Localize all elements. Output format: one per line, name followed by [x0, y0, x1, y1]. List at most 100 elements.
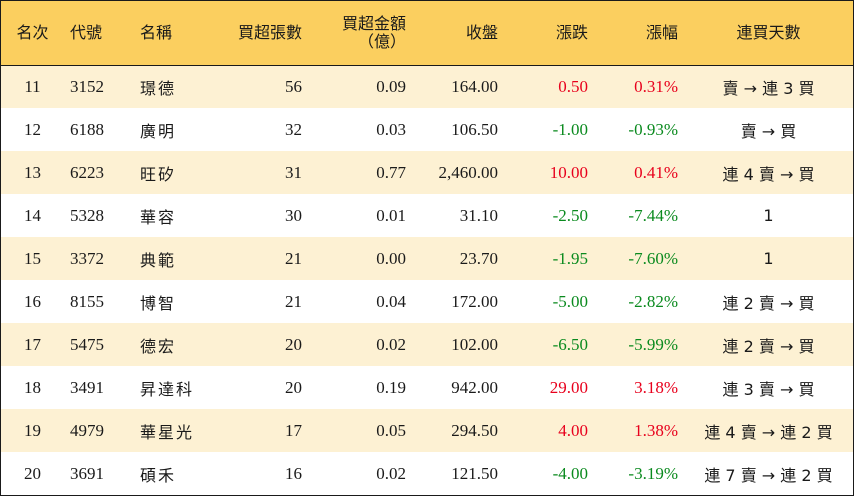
rank-cell: 12	[24, 119, 41, 139]
code-cell: 6223	[70, 162, 104, 182]
net-amount-cell: 0.02	[376, 334, 406, 354]
streak-cell: 連 7 賣 → 連 2 買	[704, 465, 833, 485]
close-cell: 106.50	[451, 119, 498, 139]
pct-cell: -5.99%	[628, 334, 678, 354]
net-lots-cell: 21	[285, 291, 302, 311]
change-cell: 10.00	[549, 162, 588, 182]
streak-cell: 連 2 賣 → 買	[722, 336, 815, 356]
net-amount-cell: 0.09	[376, 76, 406, 96]
net-lots-cell: 20	[285, 334, 302, 354]
net-lots-cell: 56	[285, 76, 302, 96]
net-amount-cell: 0.00	[376, 248, 406, 268]
table-body: 11 3152 璟德 56 0.09 164.00 0.50 0.31% 賣 → 連 3 買 12…	[1, 65, 853, 495]
name-cell: 昇達科	[140, 379, 195, 399]
code-cell: 6188	[70, 119, 104, 139]
net-lots-cell: 32	[285, 119, 302, 139]
change-cell: -2.50	[552, 205, 588, 225]
table-row: 14 5328 華容 30 0.01 31.10 -2.50 -7.44% 1	[1, 194, 853, 237]
net-lots-cell: 30	[285, 205, 302, 225]
streak-cell: 連 4 賣 → 連 2 買	[704, 422, 833, 442]
table-header: 名次 代號 名稱 買超張數 買超金額 （億） 收盤 漲跌 漲幅 連買天數	[1, 1, 853, 66]
name-cell: 旺矽	[140, 164, 177, 184]
code-cell: 5475	[70, 334, 104, 354]
net-lots-cell: 31	[285, 162, 302, 182]
table-row: 20 3691 碩禾 16 0.02 121.50 -4.00 -3.19% 連 7 賣 → 連…	[1, 452, 853, 495]
rank-cell: 17	[24, 334, 41, 354]
net-amount-cell: 0.04	[376, 291, 406, 311]
name-cell: 華星光	[140, 422, 195, 442]
net-amount-cell: 0.05	[376, 420, 406, 440]
code-cell: 4979	[70, 420, 104, 440]
rank-cell: 11	[24, 76, 41, 96]
table-row: 19 4979 華星光 17 0.05 294.50 4.00 1.38% 連 4 賣 → 連 …	[1, 409, 853, 452]
code-cell: 3491	[70, 377, 104, 397]
rank-cell: 19	[24, 420, 41, 440]
table-row: 11 3152 璟德 56 0.09 164.00 0.50 0.31% 賣 → 連 3 買	[1, 65, 853, 108]
pct-cell: 0.41%	[634, 162, 678, 182]
table-row: 16 8155 博智 21 0.04 172.00 -5.00 -2.82% 連 2 賣 → 買	[1, 280, 853, 323]
pct-cell: -3.19%	[628, 463, 678, 483]
header-net-amount: 買超金額 （億）	[308, 1, 412, 66]
close-cell: 172.00	[451, 291, 498, 311]
net-lots-cell: 17	[285, 420, 302, 440]
table-row: 12 6188 廣明 32 0.03 106.50 -1.00 -0.93% 賣 → 買	[1, 108, 853, 151]
table-row: 15 3372 典範 21 0.00 23.70 -1.95 -7.60% 1	[1, 237, 853, 280]
name-cell: 碩禾	[140, 465, 177, 485]
rank-cell: 16	[24, 291, 41, 311]
pct-cell: -7.60%	[628, 248, 678, 268]
change-cell: 0.50	[558, 76, 588, 96]
pct-cell: 1.38%	[634, 420, 678, 440]
code-cell: 3372	[70, 248, 104, 268]
header-pct: 漲幅	[594, 1, 684, 66]
header-net-amount-line2: （億）	[357, 31, 406, 51]
code-cell: 3691	[70, 463, 104, 483]
pct-cell: 0.31%	[634, 76, 678, 96]
pct-cell: -7.44%	[628, 205, 678, 225]
close-cell: 294.50	[451, 420, 498, 440]
change-cell: 29.00	[549, 377, 588, 397]
code-cell: 3152	[70, 76, 104, 96]
change-cell: -1.95	[552, 248, 588, 268]
rank-cell: 15	[24, 248, 41, 268]
header-streak: 連買天數	[684, 1, 853, 66]
header-change: 漲跌	[504, 1, 594, 66]
close-cell: 102.00	[451, 334, 498, 354]
rank-cell: 14	[24, 205, 41, 225]
net-amount-cell: 0.03	[376, 119, 406, 139]
pct-cell: -2.82%	[628, 291, 678, 311]
net-amount-cell: 0.77	[376, 162, 406, 182]
close-cell: 164.00	[451, 76, 498, 96]
change-cell: 4.00	[558, 420, 588, 440]
streak-cell: 賣 → 買	[740, 121, 797, 141]
header-net-lots: 買超張數	[216, 1, 308, 66]
streak-cell: 1	[763, 206, 774, 225]
change-cell: -6.50	[552, 334, 588, 354]
header-name: 名稱	[134, 1, 216, 66]
code-cell: 8155	[70, 291, 104, 311]
name-cell: 典範	[140, 250, 177, 270]
net-amount-cell: 0.01	[376, 205, 406, 225]
change-cell: -4.00	[552, 463, 588, 483]
net-lots-cell: 16	[285, 463, 302, 483]
name-cell: 德宏	[140, 336, 177, 356]
change-cell: -1.00	[552, 119, 588, 139]
net-lots-cell: 21	[285, 248, 302, 268]
close-cell: 121.50	[451, 463, 498, 483]
table-row: 17 5475 德宏 20 0.02 102.00 -6.50 -5.99% 連 2 賣 → 買	[1, 323, 853, 366]
streak-cell: 連 3 賣 → 買	[722, 379, 815, 399]
net-lots-cell: 20	[285, 377, 302, 397]
name-cell: 璟德	[140, 78, 177, 98]
header-code: 代號	[64, 1, 134, 66]
close-cell: 942.00	[451, 377, 498, 397]
name-cell: 廣明	[140, 121, 177, 141]
rank-cell: 20	[24, 463, 41, 483]
table-row: 13 6223 旺矽 31 0.77 2,460.00 10.00 0.41% 連 4 賣 → …	[1, 151, 853, 194]
pct-cell: -0.93%	[628, 119, 678, 139]
close-cell: 2,460.00	[438, 162, 499, 182]
header-close: 收盤	[412, 1, 504, 66]
header-net-amount-line1: 買超金額	[341, 13, 406, 33]
name-cell: 華容	[140, 207, 177, 227]
name-cell: 博智	[140, 293, 177, 313]
